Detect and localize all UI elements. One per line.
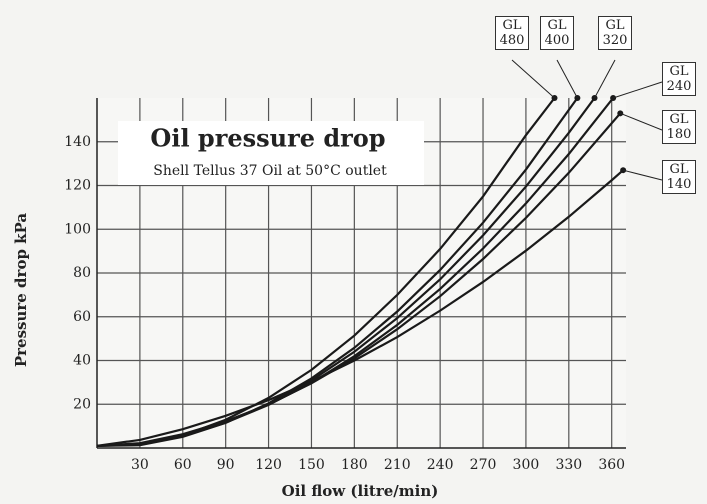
x-tick-label: 270 xyxy=(470,457,497,473)
y-tick-label: 100 xyxy=(64,221,91,237)
series-label: GL 480 xyxy=(495,16,529,50)
series-label: GL 180 xyxy=(662,110,696,144)
x-tick-label: 300 xyxy=(513,457,540,473)
y-tick-label: 40 xyxy=(73,353,91,369)
x-tick-label: 210 xyxy=(384,457,411,473)
leader-line xyxy=(556,59,578,99)
x-tick-label: 360 xyxy=(598,457,625,473)
series-label: GL 140 xyxy=(662,160,696,194)
x-tick-label: 240 xyxy=(427,457,454,473)
x-tick-label: 150 xyxy=(298,457,325,473)
x-tick-label: 60 xyxy=(174,457,192,473)
x-axis-label: Oil flow (litre/min) xyxy=(282,482,439,500)
chart-title: Oil pressure drop xyxy=(150,124,385,153)
series-label: GL 240 xyxy=(662,62,696,96)
series-label: GL 400 xyxy=(540,16,574,50)
series-line xyxy=(96,97,614,447)
x-tick-label: 90 xyxy=(217,457,235,473)
title-box xyxy=(118,121,424,185)
y-tick-label: 20 xyxy=(73,396,91,412)
x-tick-label: 30 xyxy=(131,457,149,473)
series-label: GL 320 xyxy=(598,16,632,50)
y-axis-label: Pressure drop kPa xyxy=(12,213,30,368)
leader-line xyxy=(620,112,663,131)
x-tick-label: 330 xyxy=(555,457,582,473)
x-tick-label: 120 xyxy=(255,457,282,473)
leader-line xyxy=(612,81,663,99)
y-tick-label: 60 xyxy=(73,309,91,325)
x-tick-label: 180 xyxy=(341,457,368,473)
y-tick-label: 140 xyxy=(64,134,91,150)
series-line xyxy=(96,169,624,447)
leader-line xyxy=(623,169,663,181)
leader-line xyxy=(511,59,555,99)
chart-subtitle: Shell Tellus 37 Oil at 50°C outlet xyxy=(153,163,387,179)
leader-line xyxy=(594,59,616,99)
y-tick-label: 120 xyxy=(64,178,91,194)
y-tick-label: 80 xyxy=(73,265,91,281)
series-line xyxy=(96,112,622,447)
